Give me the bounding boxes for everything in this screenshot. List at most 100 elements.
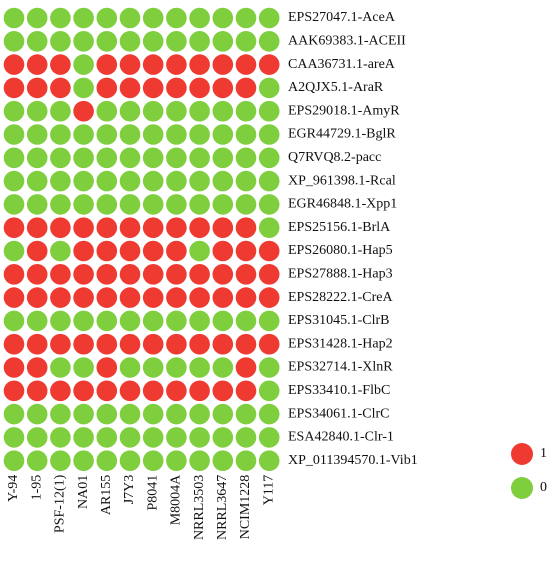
cell-dot bbox=[119, 357, 141, 378]
cell-dot bbox=[50, 450, 71, 472]
row-label: EPS29018.1-AmyR bbox=[288, 103, 400, 118]
cell-dot bbox=[119, 287, 141, 308]
cell-dot bbox=[50, 240, 71, 262]
cell-dot bbox=[166, 427, 187, 448]
cell-dot bbox=[73, 357, 94, 378]
cell-dot bbox=[50, 403, 71, 425]
cell-dot bbox=[3, 427, 25, 448]
cell-dot bbox=[26, 100, 48, 122]
cell-dot bbox=[3, 124, 25, 145]
cell-dot bbox=[212, 310, 234, 332]
cell-dot bbox=[235, 7, 257, 29]
cell-dot bbox=[96, 287, 118, 308]
cell-dot bbox=[166, 77, 187, 99]
cell-dot bbox=[50, 147, 71, 169]
cell-dot bbox=[26, 380, 48, 402]
cell-dot bbox=[3, 333, 25, 355]
cell-dot bbox=[26, 310, 48, 332]
cell-dot bbox=[50, 357, 71, 378]
cell-dot bbox=[235, 380, 257, 402]
row-label: AAK69383.1-ACEII bbox=[288, 34, 406, 49]
cell-dot bbox=[119, 310, 141, 332]
cell-dot bbox=[235, 333, 257, 355]
cell-dot bbox=[235, 217, 257, 238]
cell-dot bbox=[258, 287, 280, 308]
cell-dot bbox=[258, 240, 280, 262]
cell-dot bbox=[142, 450, 164, 472]
cell-dot bbox=[258, 54, 280, 75]
cell-dot bbox=[3, 380, 25, 402]
cell-dot bbox=[3, 54, 25, 75]
cell-dot bbox=[235, 264, 257, 285]
column-label: AR155 bbox=[99, 475, 114, 515]
cell-dot bbox=[212, 147, 234, 169]
cell-dot bbox=[189, 54, 210, 75]
cell-dot bbox=[96, 7, 118, 29]
cell-dot bbox=[212, 380, 234, 402]
cell-dot bbox=[73, 310, 94, 332]
cell-dot bbox=[189, 217, 210, 238]
cell-dot bbox=[50, 264, 71, 285]
cell-dot bbox=[235, 100, 257, 122]
cell-dot bbox=[96, 427, 118, 448]
cell-dot bbox=[96, 170, 118, 192]
cell-dot bbox=[166, 403, 187, 425]
cell-dot bbox=[235, 170, 257, 192]
cell-dot bbox=[258, 147, 280, 169]
cell-dot bbox=[26, 217, 48, 238]
cell-dot bbox=[119, 31, 141, 52]
cell-dot bbox=[96, 333, 118, 355]
cell-dot bbox=[258, 357, 280, 378]
cell-dot bbox=[235, 310, 257, 332]
cell-dot bbox=[189, 240, 210, 262]
cell-dot bbox=[142, 357, 164, 378]
cell-dot bbox=[166, 31, 187, 52]
cell-dot bbox=[235, 450, 257, 472]
cell-dot bbox=[73, 217, 94, 238]
cell-dot bbox=[73, 380, 94, 402]
cell-dot bbox=[258, 124, 280, 145]
cell-dot bbox=[258, 77, 280, 99]
cell-dot bbox=[119, 100, 141, 122]
row-label: EPS31045.1-ClrB bbox=[288, 313, 390, 328]
cell-dot bbox=[142, 427, 164, 448]
cell-dot bbox=[96, 31, 118, 52]
cell-dot bbox=[119, 7, 141, 29]
cell-dot bbox=[212, 287, 234, 308]
cell-dot bbox=[26, 357, 48, 378]
cell-dot bbox=[96, 147, 118, 169]
cell-dot bbox=[73, 170, 94, 192]
cell-dot bbox=[50, 31, 71, 52]
cell-dot bbox=[235, 31, 257, 52]
cell-dot bbox=[3, 77, 25, 99]
cell-dot bbox=[96, 100, 118, 122]
cell-dot bbox=[26, 124, 48, 145]
row-label: EPS33410.1-FlbC bbox=[288, 383, 390, 398]
row-label: EGR46848.1-Xpp1 bbox=[288, 197, 397, 212]
cell-dot bbox=[50, 310, 71, 332]
cell-dot bbox=[166, 217, 187, 238]
column-label: 1-95 bbox=[29, 475, 44, 501]
cell-dot bbox=[212, 333, 234, 355]
cell-dot bbox=[212, 357, 234, 378]
cell-dot bbox=[258, 194, 280, 215]
cell-dot bbox=[26, 77, 48, 99]
row-label: EPS28222.1-CreA bbox=[288, 290, 394, 305]
legend-dot bbox=[511, 443, 533, 465]
cell-dot bbox=[26, 450, 48, 472]
cell-dot bbox=[50, 380, 71, 402]
cell-dot bbox=[235, 427, 257, 448]
cell-dot bbox=[166, 333, 187, 355]
cell-dot bbox=[142, 310, 164, 332]
cell-dot bbox=[212, 217, 234, 238]
cell-dot bbox=[73, 403, 94, 425]
cell-dot bbox=[212, 54, 234, 75]
cell-dot bbox=[50, 287, 71, 308]
column-label: Y117 bbox=[261, 475, 276, 506]
cell-dot bbox=[3, 217, 25, 238]
cell-dot bbox=[73, 427, 94, 448]
cell-dot bbox=[235, 194, 257, 215]
cell-dot bbox=[142, 333, 164, 355]
cell-dot bbox=[212, 170, 234, 192]
cell-dot bbox=[258, 450, 280, 472]
